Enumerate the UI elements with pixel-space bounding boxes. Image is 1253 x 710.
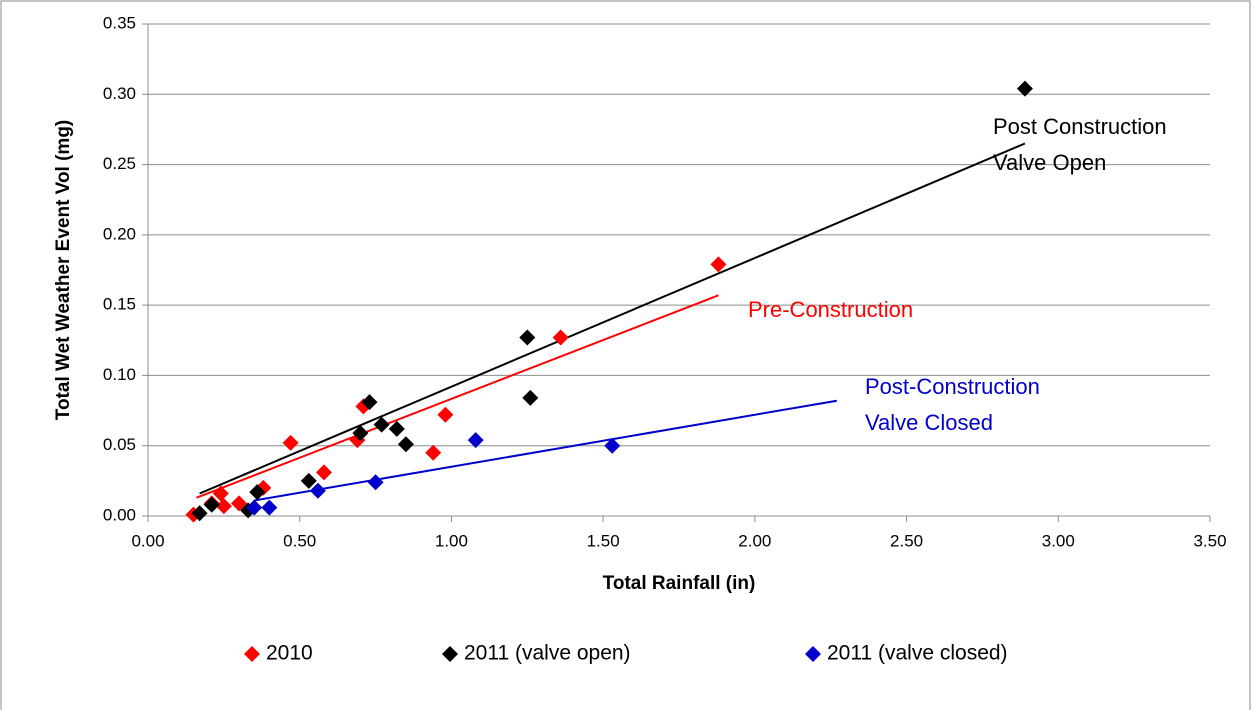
- trend-line: [196, 294, 719, 499]
- legend-label: 2011 (valve open): [464, 642, 631, 665]
- point: [249, 484, 266, 501]
- x-tick-label: 0.00: [131, 531, 164, 550]
- point: [212, 485, 229, 502]
- point: [352, 425, 369, 442]
- point: [300, 472, 317, 489]
- point: [215, 498, 232, 515]
- point: [367, 474, 384, 491]
- y-tick-label: 0.25: [103, 154, 136, 173]
- y-tick-label: 0.10: [103, 365, 136, 384]
- point: [604, 437, 621, 454]
- annotation: Post Construction: [993, 114, 1167, 139]
- point: [240, 502, 257, 519]
- legend-marker: [442, 646, 458, 662]
- point: [467, 432, 484, 449]
- legend-label: 2011 (valve closed): [827, 642, 1008, 665]
- y-axis-title: Total Wet Weather Event Vol (mg): [53, 120, 74, 421]
- y-tick-label: 0.15: [103, 295, 136, 314]
- point: [282, 434, 299, 451]
- x-tick-label: 2.50: [890, 531, 923, 550]
- point: [397, 436, 414, 453]
- y-tick-label: 0.00: [103, 505, 136, 524]
- point: [519, 329, 536, 346]
- y-tick-label: 0.35: [103, 13, 136, 32]
- point: [425, 444, 442, 461]
- point: [1016, 80, 1033, 97]
- x-tick-label: 0.50: [283, 531, 316, 550]
- point: [231, 495, 248, 512]
- x-tick-label: 1.50: [587, 531, 620, 550]
- point: [437, 406, 454, 423]
- point: [261, 499, 278, 516]
- point: [246, 499, 263, 516]
- point: [315, 464, 332, 481]
- point: [388, 420, 405, 437]
- point: [522, 389, 539, 406]
- point: [361, 394, 378, 411]
- y-tick-label: 0.30: [103, 84, 136, 103]
- annotation: Pre-Construction: [748, 297, 913, 322]
- x-tick-label: 1.00: [435, 531, 468, 550]
- legend-label: 2010: [266, 642, 313, 665]
- point: [710, 256, 727, 273]
- point: [552, 329, 569, 346]
- point: [191, 505, 208, 522]
- y-tick-label: 0.05: [103, 435, 136, 454]
- annotation: Valve Closed: [865, 410, 993, 435]
- annotation: Post-Construction: [865, 374, 1040, 399]
- trend-line: [199, 142, 1026, 495]
- legend-marker: [805, 646, 821, 662]
- point: [373, 416, 390, 433]
- point: [309, 482, 326, 499]
- x-tick-label: 3.50: [1193, 531, 1226, 550]
- x-axis-title: Total Rainfall (in): [603, 573, 756, 594]
- annotation: Valve Open: [993, 150, 1106, 175]
- legend-marker: [244, 646, 260, 662]
- trend-line: [254, 399, 837, 502]
- point: [203, 496, 220, 513]
- x-tick-label: 3.00: [1042, 531, 1075, 550]
- x-tick-label: 2.00: [738, 531, 771, 550]
- y-tick-label: 0.20: [103, 224, 136, 243]
